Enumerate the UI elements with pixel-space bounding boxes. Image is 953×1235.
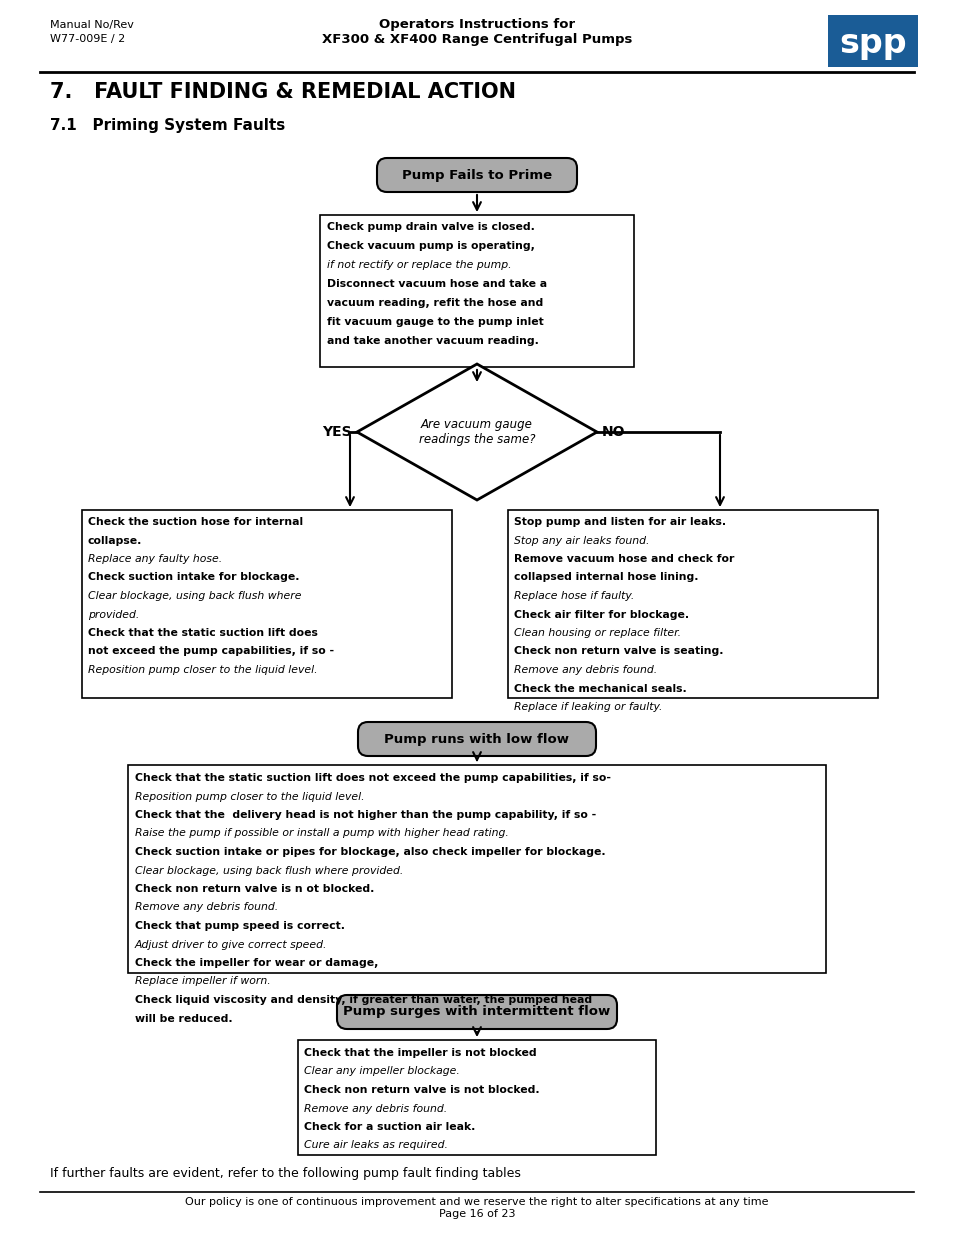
- Bar: [507, 510, 877, 698]
- Text: Check non return valve is n ot blocked.: Check non return valve is n ot blocked.: [135, 884, 374, 894]
- Text: and take another vacuum reading.: and take another vacuum reading.: [327, 336, 538, 346]
- Text: Check that the static suction lift does not exceed the pump capabilities, if so-: Check that the static suction lift does …: [135, 773, 610, 783]
- Text: Replace if leaking or faulty.: Replace if leaking or faulty.: [514, 701, 661, 713]
- Text: Check that the static suction lift does: Check that the static suction lift does: [88, 629, 317, 638]
- Bar: [82, 510, 452, 698]
- Text: Clear any impeller blockage.: Clear any impeller blockage.: [304, 1067, 459, 1077]
- Text: Remove any debris found.: Remove any debris found.: [514, 664, 657, 676]
- Text: Check that the  delivery head is not higher than the pump capability, if so -: Check that the delivery head is not high…: [135, 810, 596, 820]
- Text: Stop pump and listen for air leaks.: Stop pump and listen for air leaks.: [514, 517, 725, 527]
- Text: Are vacuum gauge
readings the same?: Are vacuum gauge readings the same?: [418, 417, 535, 446]
- FancyBboxPatch shape: [376, 158, 577, 191]
- Text: Stop any air leaks found.: Stop any air leaks found.: [514, 536, 649, 546]
- Text: Remove vacuum hose and check for: Remove vacuum hose and check for: [514, 555, 734, 564]
- Bar: [319, 215, 634, 367]
- Text: Our policy is one of continuous improvement and we reserve the right to alter sp: Our policy is one of continuous improvem…: [185, 1197, 768, 1219]
- FancyBboxPatch shape: [336, 995, 617, 1029]
- Text: spp: spp: [839, 26, 906, 59]
- Text: will be reduced.: will be reduced.: [135, 1014, 233, 1024]
- Text: Check pump drain valve is closed.: Check pump drain valve is closed.: [327, 222, 535, 232]
- Text: Check liquid viscosity and density, if greater than water, the pumped head: Check liquid viscosity and density, if g…: [135, 995, 592, 1005]
- Text: Remove any debris found.: Remove any debris found.: [135, 903, 278, 913]
- Text: NO: NO: [601, 425, 625, 438]
- Text: Manual No/Rev: Manual No/Rev: [50, 20, 133, 30]
- Bar: [128, 764, 825, 973]
- Text: Check for a suction air leak.: Check for a suction air leak.: [304, 1123, 475, 1132]
- Text: Cure air leaks as required.: Cure air leaks as required.: [304, 1140, 448, 1151]
- Text: Check suction intake for blockage.: Check suction intake for blockage.: [88, 573, 299, 583]
- Polygon shape: [356, 364, 597, 500]
- Text: Raise the pump if possible or install a pump with higher head rating.: Raise the pump if possible or install a …: [135, 829, 508, 839]
- Text: Reposition pump closer to the liquid level.: Reposition pump closer to the liquid lev…: [88, 664, 317, 676]
- Text: YES: YES: [322, 425, 352, 438]
- Text: collapsed internal hose lining.: collapsed internal hose lining.: [514, 573, 698, 583]
- Text: fit vacuum gauge to the pump inlet: fit vacuum gauge to the pump inlet: [327, 317, 543, 327]
- Text: 7.   FAULT FINDING & REMEDIAL ACTION: 7. FAULT FINDING & REMEDIAL ACTION: [50, 82, 516, 103]
- Text: Clear blockage, using back flush where: Clear blockage, using back flush where: [88, 592, 301, 601]
- Text: Check non return valve is not blocked.: Check non return valve is not blocked.: [304, 1086, 539, 1095]
- Text: collapse.: collapse.: [88, 536, 142, 546]
- Text: Clear blockage, using back flush where provided.: Clear blockage, using back flush where p…: [135, 866, 403, 876]
- Text: 7.1   Priming System Faults: 7.1 Priming System Faults: [50, 119, 285, 133]
- Text: Disconnect vacuum hose and take a: Disconnect vacuum hose and take a: [327, 279, 547, 289]
- Bar: [297, 1040, 656, 1155]
- Text: Replace impeller if worn.: Replace impeller if worn.: [135, 977, 271, 987]
- Text: Pump runs with low flow: Pump runs with low flow: [384, 732, 569, 746]
- Text: Check non return valve is seating.: Check non return valve is seating.: [514, 646, 722, 657]
- Text: Pump surges with intermittent flow: Pump surges with intermittent flow: [343, 1005, 610, 1019]
- Text: Pump Fails to Prime: Pump Fails to Prime: [401, 168, 552, 182]
- Text: Check air filter for blockage.: Check air filter for blockage.: [514, 610, 688, 620]
- Text: Operators Instructions for: Operators Instructions for: [378, 19, 575, 31]
- Text: if not rectify or replace the pump.: if not rectify or replace the pump.: [327, 261, 511, 270]
- Text: XF300 & XF400 Range Centrifugal Pumps: XF300 & XF400 Range Centrifugal Pumps: [321, 33, 632, 46]
- Text: Check vacuum pump is operating,: Check vacuum pump is operating,: [327, 241, 535, 251]
- Text: not exceed the pump capabilities, if so -: not exceed the pump capabilities, if so …: [88, 646, 334, 657]
- Text: vacuum reading, refit the hose and: vacuum reading, refit the hose and: [327, 298, 542, 308]
- Text: Check the impeller for wear or damage,: Check the impeller for wear or damage,: [135, 958, 378, 968]
- Text: Replace any faulty hose.: Replace any faulty hose.: [88, 555, 222, 564]
- Text: Check suction intake or pipes for blockage, also check impeller for blockage.: Check suction intake or pipes for blocka…: [135, 847, 605, 857]
- Text: Reposition pump closer to the liquid level.: Reposition pump closer to the liquid lev…: [135, 792, 364, 802]
- Text: Remove any debris found.: Remove any debris found.: [304, 1104, 447, 1114]
- Text: Check that the impeller is not blocked: Check that the impeller is not blocked: [304, 1049, 536, 1058]
- Text: Check the suction hose for internal: Check the suction hose for internal: [88, 517, 303, 527]
- Text: If further faults are evident, refer to the following pump fault finding tables: If further faults are evident, refer to …: [50, 1167, 520, 1179]
- Text: provided.: provided.: [88, 610, 139, 620]
- Text: Check that pump speed is correct.: Check that pump speed is correct.: [135, 921, 345, 931]
- Text: W77-009E / 2: W77-009E / 2: [50, 35, 125, 44]
- Text: Clean housing or replace filter.: Clean housing or replace filter.: [514, 629, 680, 638]
- Bar: [827, 15, 917, 67]
- FancyBboxPatch shape: [357, 722, 596, 756]
- Text: Check the mechanical seals.: Check the mechanical seals.: [514, 683, 686, 694]
- Text: Replace hose if faulty.: Replace hose if faulty.: [514, 592, 634, 601]
- Text: Adjust driver to give correct speed.: Adjust driver to give correct speed.: [135, 940, 327, 950]
